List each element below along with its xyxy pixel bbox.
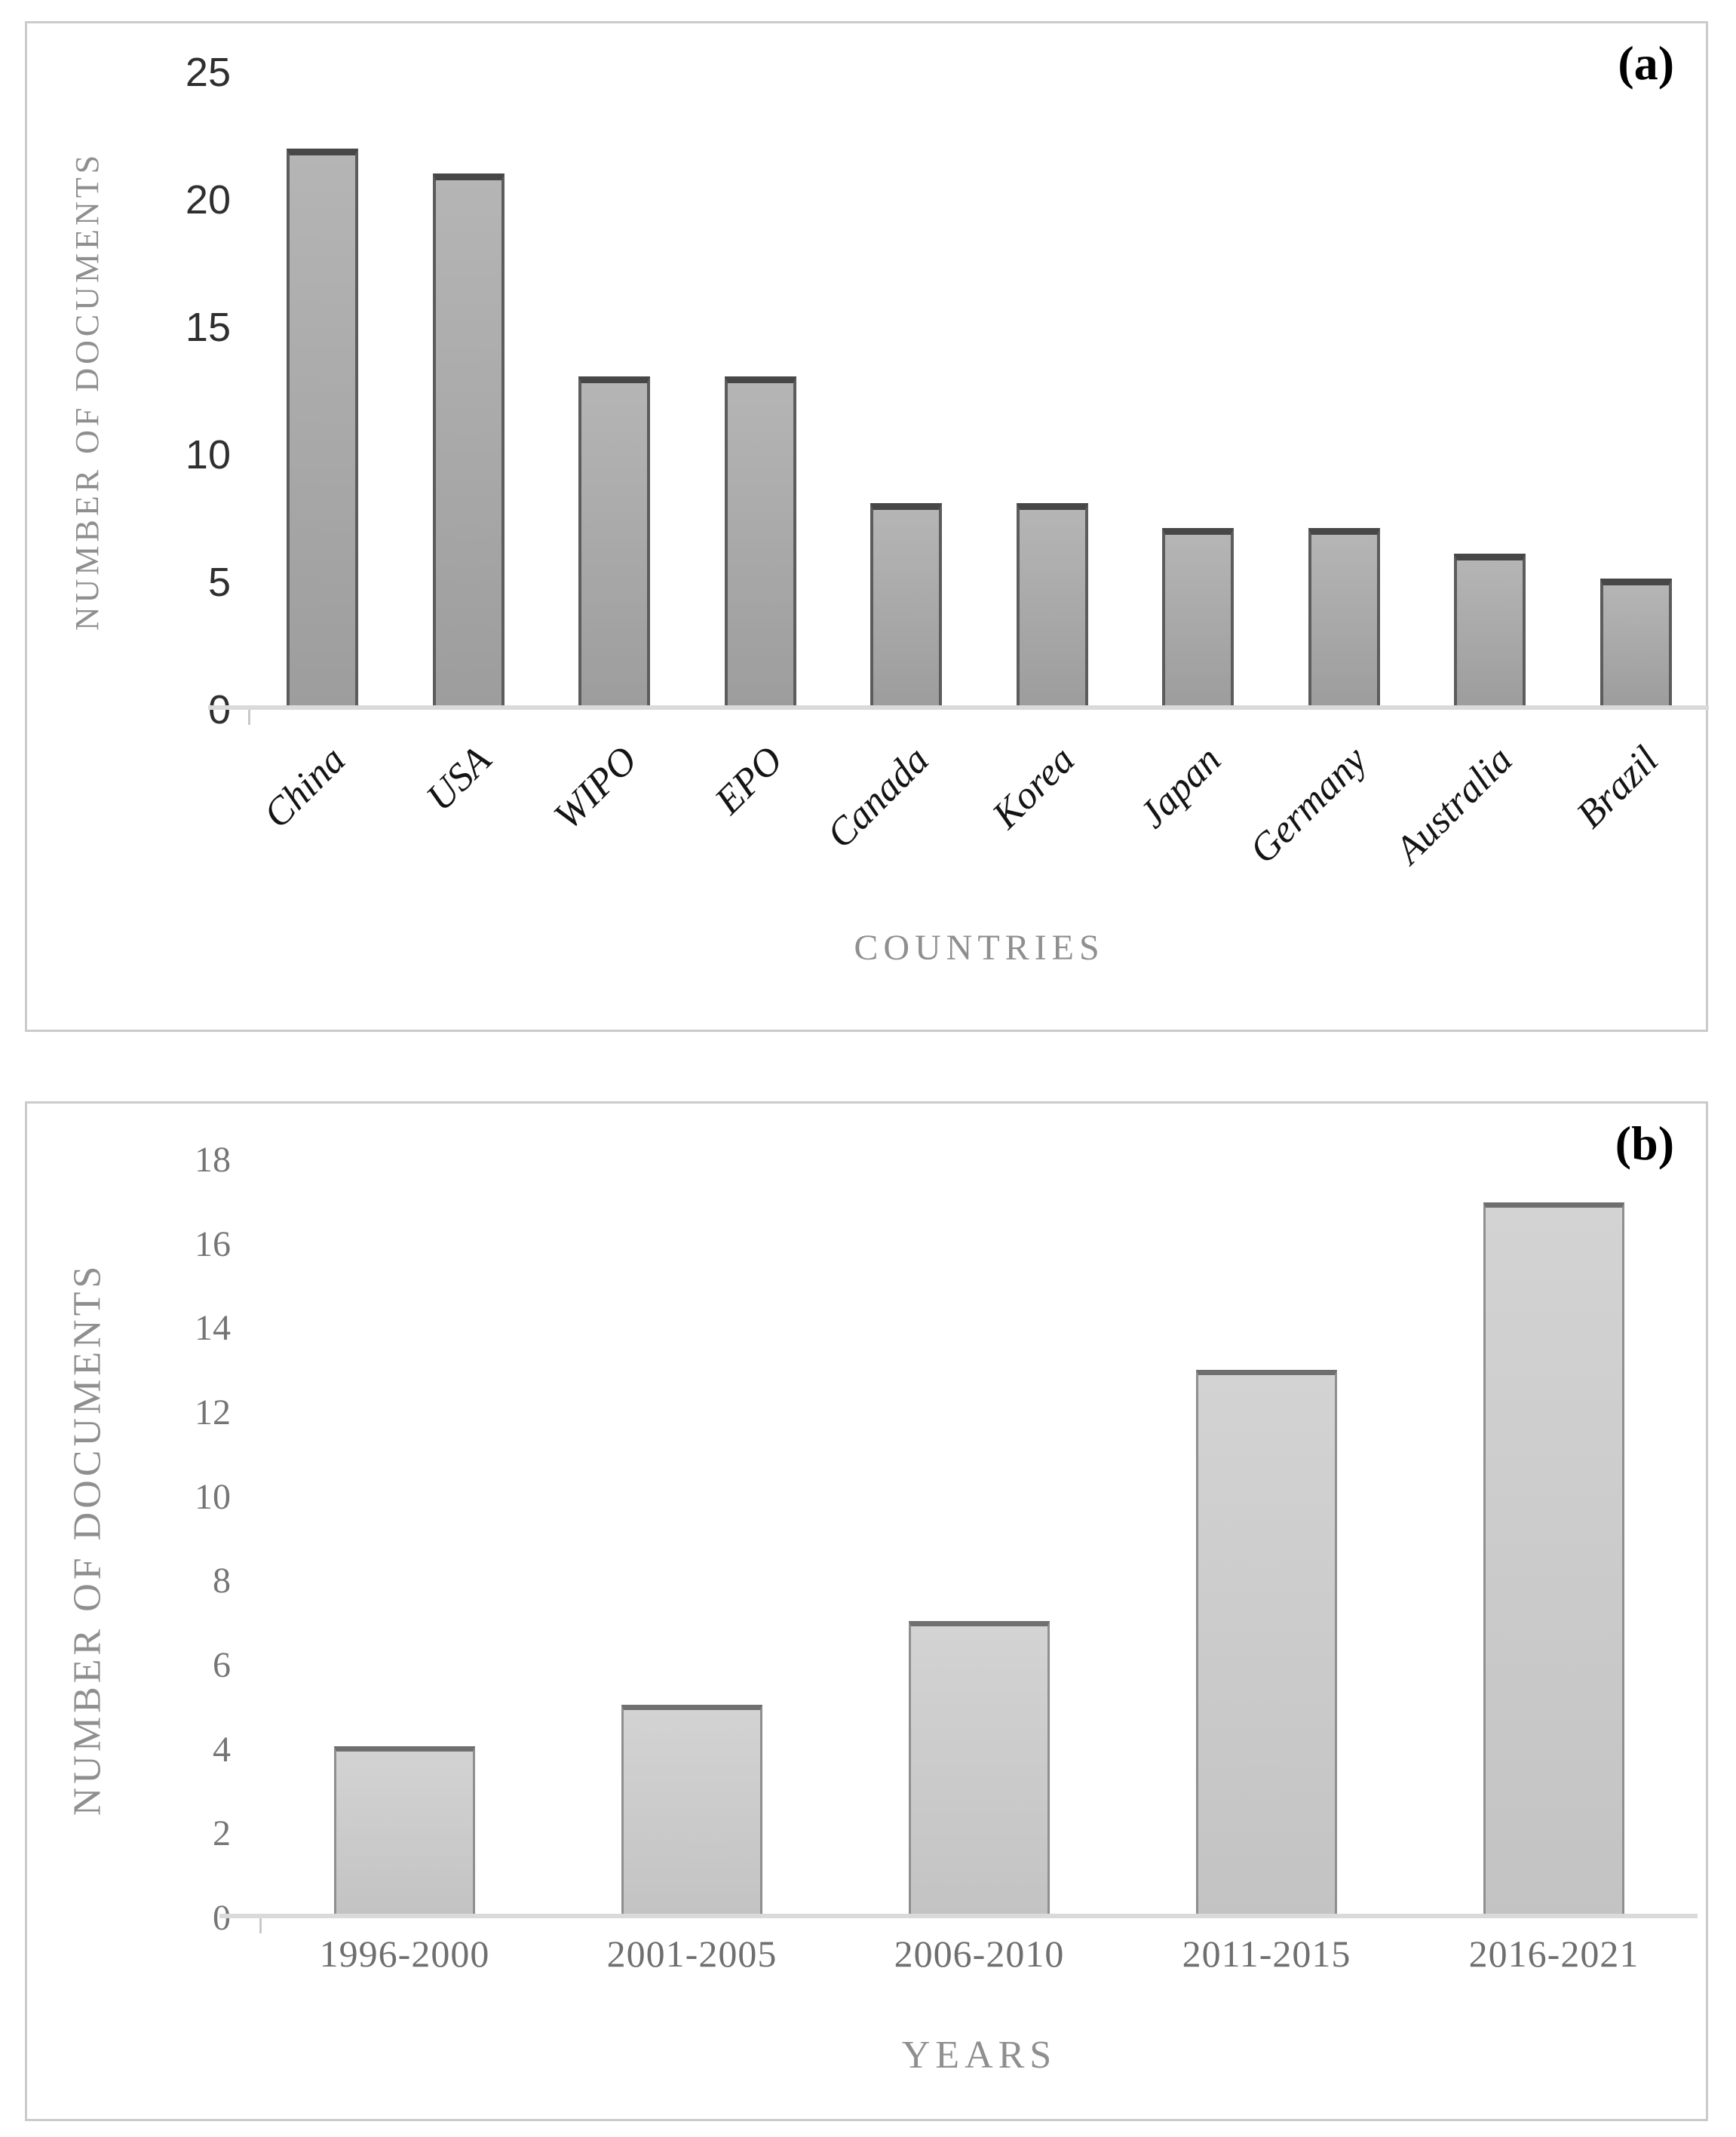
bar-slot: [1271, 72, 1418, 705]
bar-wipo: [578, 376, 651, 705]
y-tick-label: 25: [185, 50, 231, 95]
x-tick-label: China: [255, 738, 354, 837]
bar-usa: [432, 173, 505, 705]
bar-1996-2000: [334, 1746, 475, 1914]
bar-slot: [396, 72, 542, 705]
x-tick-label: Japan: [1130, 738, 1229, 837]
y-tick-label: 2: [213, 1813, 231, 1854]
bar-australia: [1454, 553, 1526, 705]
bar-2011-2015: [1196, 1369, 1337, 1914]
x-axis-title-b: YEARS: [901, 2034, 1057, 2077]
x-tick-label: WIPO: [545, 738, 646, 838]
bar-korea: [1016, 502, 1088, 705]
y-tick-label: 15: [185, 305, 231, 350]
x-tick-label: 2001-2005: [606, 1933, 778, 1975]
y-tick-label: 10: [185, 432, 231, 477]
bar-slot: [1417, 72, 1563, 705]
bar-canada: [870, 502, 943, 705]
y-tick-label: 14: [195, 1308, 231, 1349]
y-tick-label: 5: [207, 560, 231, 605]
y-tick-label: 6: [213, 1645, 231, 1685]
y-tick-label: 4: [213, 1729, 231, 1770]
y-tick-label: 12: [195, 1392, 231, 1432]
x-tick-label: 2011-2015: [1182, 1933, 1351, 1975]
panel-b-label: (b): [1615, 1116, 1674, 1170]
bar-slot: [1563, 72, 1710, 705]
bar-slot: [688, 72, 834, 705]
bar-germany: [1308, 528, 1380, 705]
y-tick-label: 16: [195, 1224, 231, 1264]
bar-slot: [836, 1160, 1123, 1914]
y-tick-label: 0: [213, 1898, 231, 1938]
bar-brazil: [1600, 579, 1672, 705]
x-tick-slot: Australia: [1388, 714, 1563, 940]
x-tick-label: Brazil: [1569, 738, 1667, 837]
y-tick-label: 18: [195, 1140, 231, 1180]
x-tick-label: 2006-2010: [894, 1933, 1065, 1975]
x-axis-title-a: COUNTRIES: [854, 928, 1105, 968]
y-tick-label: 20: [185, 177, 231, 223]
bar-slot: [1123, 1160, 1410, 1914]
x-tick-label: 2016-2021: [1468, 1933, 1639, 1975]
bar-slot: [541, 72, 688, 705]
x-tick-slot: Canada: [819, 714, 980, 940]
bar-slot: [980, 72, 1126, 705]
bar-2001-2005: [621, 1704, 762, 1914]
y-axis-ticks-a: 25 20 15 10 5 0: [110, 52, 231, 730]
x-tick-slot: Japan: [1125, 714, 1271, 940]
x-tick-label: EPO: [707, 738, 792, 823]
chart-a-panel: (a) NUMBER OF DOCUMENTS 25 20 15 10 5 0 China…: [25, 21, 1709, 1032]
x-axis-labels-a: China USA WIPO EPO Canada Korea Japan Germany Au…: [250, 714, 1709, 940]
x-tick-slot: Germany: [1241, 714, 1418, 940]
chart-b-panel: (b) NUMBER OF DOCUMENTS 18 16 14 12 10 8 6 4 2 0 …: [25, 1101, 1708, 2121]
bar-slot: [1410, 1160, 1698, 1914]
plot-area-b: [219, 1160, 1698, 1933]
x-tick-slot: Brazil: [1563, 714, 1710, 940]
x-tick-label: Korea: [984, 738, 1084, 837]
x-tick-slot: 2001-2005: [548, 1932, 836, 2003]
x-tick-label: USA: [418, 738, 500, 820]
x-tick-slot: USA: [396, 714, 542, 940]
y-axis-title-text: NUMBER OF DOCUMENTS: [69, 151, 106, 631]
x-tick-slot: 2006-2010: [836, 1932, 1123, 2003]
bar-slot: [261, 1160, 548, 1914]
x-tick-slot: EPO: [688, 714, 834, 940]
x-tick-label: 1996-2000: [319, 1933, 490, 1975]
bar-epo: [724, 376, 796, 705]
plot-area-a: [208, 72, 1709, 725]
x-tick-slot: 1996-2000: [261, 1932, 548, 2003]
x-tick-slot: China: [250, 714, 396, 940]
bar-2006-2010: [909, 1620, 1050, 1914]
y-tick-label: 10: [195, 1476, 231, 1517]
bar-2016-2021: [1483, 1202, 1624, 1914]
bars-b: [261, 1160, 1698, 1914]
y-axis-title-text: NUMBER OF DOCUMENTS: [66, 1262, 109, 1816]
bar-slot: [833, 72, 980, 705]
panel-a-label: (a): [1618, 36, 1674, 90]
x-tick-slot: 2016-2021: [1410, 1932, 1698, 2003]
bar-japan: [1162, 528, 1235, 705]
bar-slot: [548, 1160, 836, 1914]
x-axis-labels-b: 1996-2000 2001-2005 2006-2010 2011-2015 2016…: [261, 1932, 1698, 2003]
y-axis-ticks-b: 18 16 14 12 10 8 6 4 2 0: [110, 1142, 231, 1936]
x-tick-label: Canada: [819, 738, 937, 857]
y-tick-label: 0: [207, 687, 231, 732]
x-tick-slot: Korea: [980, 714, 1126, 940]
bar-slot: [1125, 72, 1271, 705]
x-tick-slot: 2011-2015: [1123, 1932, 1410, 2003]
bar-slot: [250, 72, 396, 705]
bar-china: [287, 148, 359, 705]
x-tick-slot: WIPO: [541, 714, 688, 940]
bars-a: [250, 72, 1709, 705]
y-tick-label: 8: [213, 1561, 231, 1601]
